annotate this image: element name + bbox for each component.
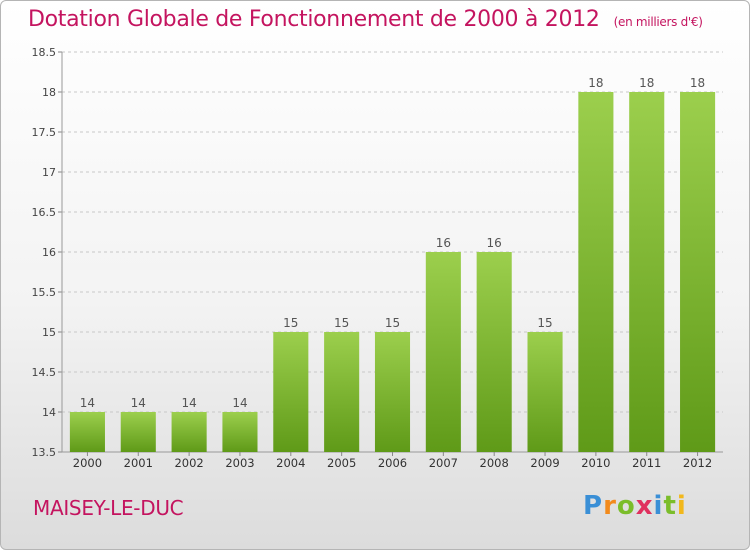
chart-unit: (en milliers d'€) (613, 15, 703, 29)
bar-value-label: 18 (690, 76, 705, 90)
y-tick-label: 17.5 (32, 126, 57, 139)
y-tick-label: 16 (42, 246, 56, 259)
y-tick-label: 15.5 (32, 286, 57, 299)
bar (629, 92, 665, 452)
logo-letter: t (663, 491, 677, 521)
x-tick-label: 2004 (276, 456, 305, 470)
logo-letter: o (616, 491, 636, 521)
bar-value-label: 15 (537, 316, 552, 330)
bar (476, 252, 512, 452)
logo-letter: i (676, 491, 687, 521)
logo-letter: x (635, 491, 654, 521)
bar-value-label: 14 (232, 396, 247, 410)
bar (324, 332, 360, 452)
commune-name: MAISEY-LE-DUC (33, 496, 184, 520)
x-tick-label: 2010 (581, 456, 610, 470)
bar-value-label: 16 (436, 236, 451, 250)
y-tick-label: 16.5 (32, 206, 57, 219)
x-tick-label: 2001 (124, 456, 153, 470)
bar-value-label: 15 (385, 316, 400, 330)
bar-value-label: 14 (131, 396, 146, 410)
y-tick-label: 18 (42, 86, 56, 99)
bar-value-label: 14 (80, 396, 95, 410)
proxiti-logo[interactable]: Proxiti (583, 491, 687, 521)
bar-value-label: 15 (283, 316, 298, 330)
x-tick-label: 2009 (530, 456, 559, 470)
logo-letter: i (653, 491, 664, 521)
y-tick-label: 15 (42, 326, 56, 339)
x-tick-label: 2003 (225, 456, 254, 470)
bar-value-label: 15 (334, 316, 349, 330)
bar-value-label: 18 (588, 76, 603, 90)
x-tick-label: 2000 (73, 456, 102, 470)
bar (69, 412, 105, 452)
x-tick-label: 2011 (632, 456, 661, 470)
y-tick-label: 13.5 (32, 446, 57, 459)
bar-value-label: 14 (181, 396, 196, 410)
bar (578, 92, 614, 452)
x-tick-label: 2005 (327, 456, 356, 470)
y-tick-label: 14 (42, 406, 56, 419)
bar (425, 252, 461, 452)
chart-title-text: Dotation Globale de Fonctionnement de 20… (28, 7, 600, 32)
bar-value-label: 18 (639, 76, 654, 90)
chart-title: Dotation Globale de Fonctionnement de 20… (28, 7, 703, 32)
x-tick-label: 2002 (174, 456, 203, 470)
bar (120, 412, 156, 452)
bar (273, 332, 309, 452)
y-tick-label: 18.5 (32, 46, 57, 59)
bar (527, 332, 563, 452)
x-tick-label: 2006 (378, 456, 407, 470)
logo-letter: P (583, 491, 604, 521)
bar (374, 332, 411, 452)
bar (222, 412, 258, 452)
bar (680, 92, 716, 452)
x-tick-label: 2012 (683, 456, 712, 470)
x-tick-label: 2007 (429, 456, 458, 470)
logo-letter: r (603, 491, 617, 521)
bar-value-label: 16 (487, 236, 502, 250)
x-tick-label: 2008 (480, 456, 509, 470)
y-tick-label: 17 (42, 166, 56, 179)
y-tick-label: 14.5 (32, 366, 57, 379)
bar (171, 412, 207, 452)
